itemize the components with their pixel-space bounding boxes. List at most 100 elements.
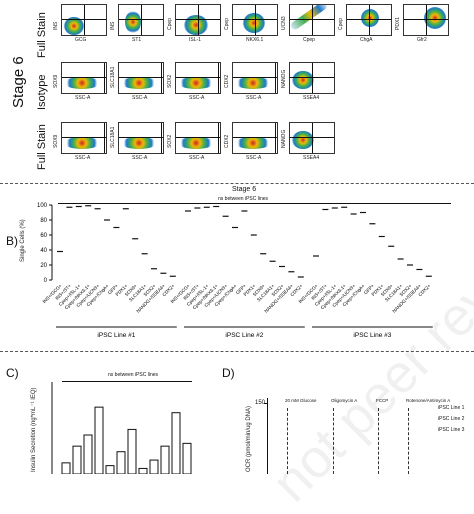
panel-d-treatment-label: Rotenone/Antimycin A [406,398,451,403]
flow-x-label: SSC-A [75,155,91,161]
flow-x-label: SSC-A [246,155,262,161]
flow-plot-r3-c3 [175,122,221,154]
flow-density-blob [361,9,379,27]
flow-plot-r2-c2 [118,62,164,94]
panel-b-ns-line [58,203,451,204]
flow-density-blob [235,77,271,89]
flow-y-label: PDX1 [395,16,401,30]
flow-x-label: SSC-A [189,95,205,101]
panel-b-ytick-label: 20 [40,263,47,269]
gate-vertical-line [312,63,313,93]
flow-y-label: Cpep [167,18,173,30]
flow-plot-r3-c1 [61,122,107,154]
flow-x-label: Cpep [303,37,315,43]
panel-c-bar [72,445,82,474]
flow-density-blob [292,131,314,149]
gate-vertical-line [104,123,105,153]
flow-density-blob [184,15,208,35]
flow-x-label: ISL-1 [189,37,201,43]
gate-vertical-line [161,123,162,153]
panel-b-ytick-label: 0 [44,278,48,284]
flow-density-blob [243,13,265,33]
gate-vertical-line [312,5,313,35]
panel-d-letter: D) [222,366,235,380]
flow-x-label: GCG [75,37,87,43]
gate-vertical-line [426,5,427,35]
flow-y-label: INS [53,21,59,30]
flow-y-label: SLC18A1 [110,126,116,148]
row-label-isotype: Isotype [36,74,48,110]
panel-b-ns-text: ns between iPSC lines [218,196,269,202]
flow-density-blob [178,137,214,149]
gate-vertical-line [255,5,256,35]
panel-b-group-label: iPSC Line #1 [97,332,135,339]
flow-density-blob [125,11,141,33]
flow-plot-r3-c5 [289,122,335,154]
flow-density-blob [292,71,314,89]
flow-y-label: Cpep [224,18,230,30]
panel-b-group-label: iPSC Line #3 [353,332,391,339]
panel-d-ylabel: OCR (pmol/min/ug DNA) [246,405,252,472]
flow-density-blob [64,77,100,89]
panel-c-bar [116,451,126,474]
flow-y-label: UCN3 [281,16,287,30]
panel-c-bar [61,462,71,474]
flow-density-blob [235,137,271,149]
flow-plot-r2-c1 [61,62,107,94]
divider-a-b [0,183,474,184]
panel-c-bar [171,412,181,474]
panel-d-treatment-line [333,408,334,474]
gate-horizontal-line [62,137,106,138]
panel-a-stage-title: Stage 6 [10,56,27,108]
panel-d-tick-150-mark [264,403,267,404]
panel-d-treatment-line [408,408,409,474]
flow-y-label: CDX2 [224,134,230,148]
panel-d-y-axis [267,398,268,474]
panel-b-ytick-label: 60 [40,233,47,239]
flow-plot-r1-c2 [118,4,164,36]
flow-x-label: ChgA [360,37,373,43]
flow-x-label: SSC-A [132,95,148,101]
panel-c-bar [127,428,137,474]
flow-density-blob [121,137,157,149]
panel-d-ytick-150: 150 [255,400,266,406]
flow-plot-r3-c4 [232,122,278,154]
flow-y-label: SOX9 [53,74,59,88]
flow-y-label: CDX2 [224,74,230,88]
gate-horizontal-line [176,137,220,138]
panel-c-chart [51,382,192,474]
flow-y-label: NANOG [281,129,287,148]
panel-a: Stage 6 Full Stain Isotype Full Stain GC… [0,0,474,182]
gate-vertical-line [218,123,219,153]
panel-d-treatment-line [378,408,379,474]
panel-d-legend-2: iPSC Line 2 [438,416,465,422]
flow-plot-r1-c5 [289,4,335,36]
flow-x-label: NKX6.1 [246,37,264,43]
flow-density-blob [64,17,84,35]
flow-x-label: SSC-A [246,95,262,101]
panel-b-stage-title: Stage 6 [232,186,257,193]
gate-vertical-line [84,5,85,35]
flow-x-label: ST1 [132,37,142,43]
flow-y-label: SLC18A1 [110,66,116,88]
flow-x-label: SSEA4 [303,95,320,101]
panel-c-bar [138,467,148,474]
flow-plot-r2-c5 [289,62,335,94]
flow-plot-r3-c2 [118,122,164,154]
panel-c-bar [149,459,159,474]
flow-density-blob [121,77,157,89]
panel-c-bar [105,465,115,474]
flow-y-label: SOX2 [167,74,173,88]
panel-c-bar [160,445,170,474]
gate-vertical-line [198,5,199,35]
gate-vertical-line [218,63,219,93]
flow-plot-r1-c7 [403,4,449,36]
flow-plot-r1-c6 [346,4,392,36]
flow-density-blob [178,77,214,89]
flow-plot-r2-c4 [232,62,278,94]
flow-density-diagonal [290,5,329,32]
flow-plot-r1-c1 [61,4,107,36]
gate-vertical-line [104,63,105,93]
panel-d-legend-3: iPSC Line 3 [438,427,465,433]
panel-d-treatment-label: FCCP [376,398,389,403]
